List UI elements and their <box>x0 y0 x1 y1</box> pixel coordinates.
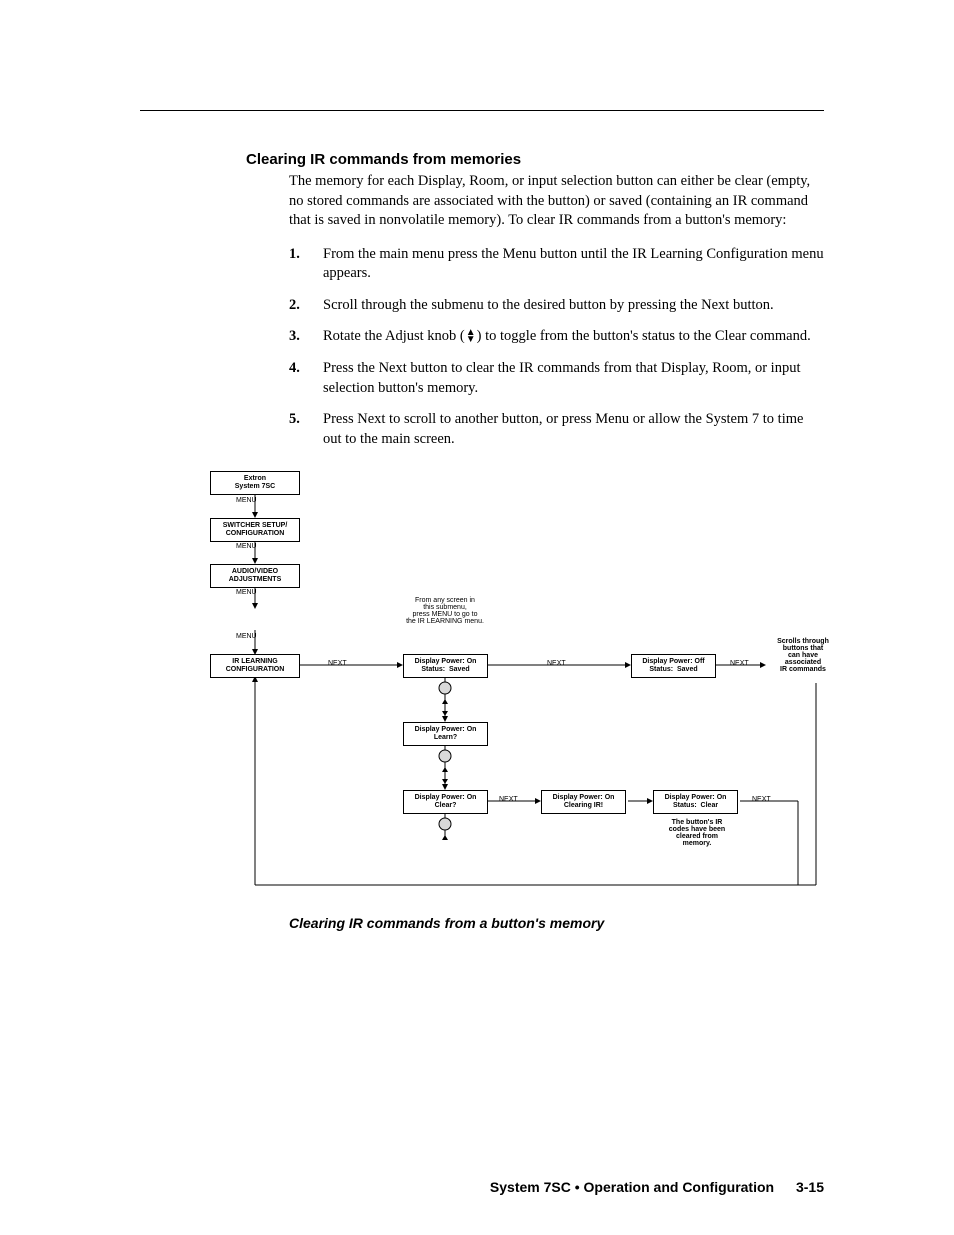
menu-label-4: MENU <box>236 633 257 640</box>
next-label-2: NEXT <box>547 660 566 667</box>
flowchart: ExtronSystem 7SC SWITCHER SETUP/CONFIGUR… <box>200 471 840 891</box>
figure-caption: Clearing IR commands from a button's mem… <box>289 915 824 931</box>
step-1: 1.From the main menu press the Menu butt… <box>289 245 824 284</box>
step-4: 4.Press the Next button to clear the IR … <box>289 359 824 398</box>
page-footer: System 7SC • Operation and Configuration… <box>140 1179 824 1195</box>
flow-box-c5: Display Power: OnClearing IR! <box>541 790 626 814</box>
next-label-5: NEXT <box>752 796 771 803</box>
footer-page-number: 3-15 <box>796 1179 824 1195</box>
intro-paragraph: The memory for each Display, Room, or in… <box>289 172 824 231</box>
next-label-1: NEXT <box>328 660 347 667</box>
flow-box-c1: Display Power: OnStatus: Saved <box>403 654 488 678</box>
horizontal-rule <box>140 110 824 111</box>
flow-box-extron: ExtronSystem 7SC <box>210 471 300 495</box>
flow-box-switcher: SWITCHER SETUP/CONFIGURATION <box>210 518 300 542</box>
flow-box-c3: Display Power: OnLearn? <box>403 722 488 746</box>
step-4-text: Press the Next button to clear the IR co… <box>323 359 824 398</box>
next-label-4: NEXT <box>499 796 518 803</box>
step-2: 2.Scroll through the submenu to the desi… <box>289 296 824 316</box>
step-5-text: Press Next to scroll to another button, … <box>323 410 824 449</box>
section-heading: Clearing IR commands from memories <box>246 151 824 168</box>
menu-label-1: MENU <box>236 497 257 504</box>
flow-note-2: Scrolls throughbuttons thatcan haveassoc… <box>768 638 838 673</box>
step-5: 5.Press Next to scroll to another button… <box>289 410 824 449</box>
menu-label-3: MENU <box>236 589 257 596</box>
flow-box-c6: Display Power: OnStatus: Clear <box>653 790 738 814</box>
flow-note-3: The button's IRcodes have beencleared fr… <box>657 819 737 847</box>
flow-box-c4: Display Power: OnClear? <box>403 790 488 814</box>
step-1-text: From the main menu press the Menu button… <box>323 245 824 284</box>
next-label-3: NEXT <box>730 660 749 667</box>
footer-title: System 7SC • Operation and Configuration <box>490 1179 774 1195</box>
step-3-text: Rotate the Adjust knob (▲▼) to toggle fr… <box>323 327 824 347</box>
adjust-knob-icon: ▲▼ <box>466 329 476 343</box>
flow-note-1: From any screen inthis submenu,press MEN… <box>395 597 495 625</box>
step-2-text: Scroll through the submenu to the desire… <box>323 296 824 316</box>
flow-box-c2: Display Power: OffStatus: Saved <box>631 654 716 678</box>
steps-list: 1.From the main menu press the Menu butt… <box>289 245 824 450</box>
flow-box-irlearning: IR LEARNINGCONFIGURATION <box>210 654 300 678</box>
step-3: 3.Rotate the Adjust knob (▲▼) to toggle … <box>289 327 824 347</box>
flow-box-audio: AUDIO/VIDEOADJUSTMENTS <box>210 564 300 588</box>
menu-label-2: MENU <box>236 543 257 550</box>
